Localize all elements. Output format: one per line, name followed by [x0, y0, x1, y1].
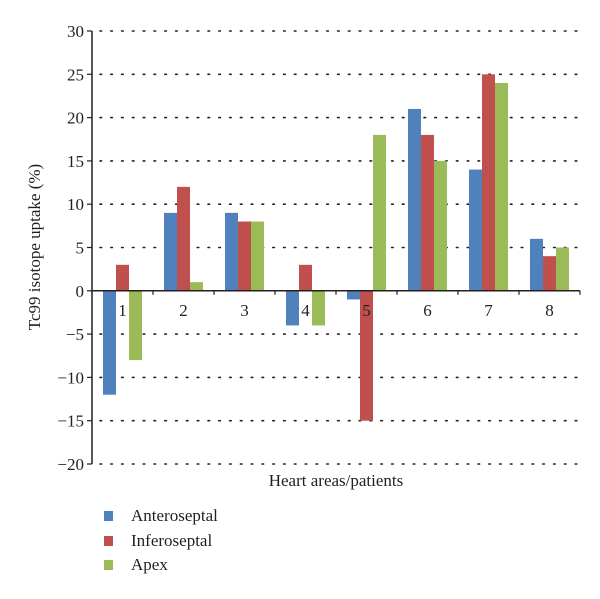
- legend-swatch-inferoseptal: [104, 535, 113, 546]
- y-tick-label: 20: [67, 109, 84, 128]
- legend-item-anteroseptal: Anteroseptal: [104, 504, 218, 529]
- y-tick-label: 10: [67, 195, 84, 214]
- bar-inferoseptal-1: [116, 264, 129, 291]
- x-tick-label: 1: [118, 301, 127, 320]
- x-tick-label: 6: [423, 301, 432, 320]
- x-tick-label: 3: [240, 301, 249, 320]
- y-tick-label: −20: [57, 455, 84, 474]
- y-tick-label: 5: [76, 239, 85, 258]
- y-tick-label: −10: [57, 368, 84, 387]
- x-tick-label: 2: [179, 301, 188, 320]
- bar-apex-3: [251, 221, 264, 291]
- bar-anteroseptal-4: [286, 290, 299, 326]
- y-tick-label: 25: [67, 65, 84, 84]
- x-tick-label: 5: [362, 301, 371, 320]
- legend-label: Apex: [131, 555, 168, 575]
- legend-label: Anteroseptal: [131, 506, 218, 526]
- bar-anteroseptal-3: [225, 212, 238, 291]
- bar-inferoseptal-8: [543, 256, 556, 291]
- bar-inferoseptal-6: [421, 134, 434, 291]
- bar-apex-2: [190, 282, 203, 291]
- x-tick-label: 4: [301, 301, 310, 320]
- y-tick-labels: 30 25 20 15 10 5 0 −5 −10 −15 −20: [57, 22, 84, 474]
- x-tick-label: 7: [484, 301, 493, 320]
- bar-apex-1: [129, 290, 142, 361]
- legend-swatch-apex: [104, 560, 113, 571]
- bar-apex-8: [556, 247, 569, 291]
- bar-inferoseptal-5: [360, 290, 373, 421]
- y-axis-title: Tc99 isotope uptake (%): [25, 164, 44, 330]
- bar-inferoseptal-3: [238, 221, 251, 291]
- legend-item-apex: Apex: [104, 553, 218, 578]
- bar-apex-6: [434, 160, 447, 291]
- legend-item-inferoseptal: Inferoseptal: [104, 529, 218, 554]
- bar-apex-7: [495, 82, 508, 291]
- bar-anteroseptal-5: [347, 290, 360, 300]
- legend-label: Inferoseptal: [131, 530, 213, 550]
- bar-anteroseptal-7: [469, 169, 482, 291]
- bar-inferoseptal-7: [482, 74, 495, 291]
- y-tick-label: 30: [67, 22, 84, 41]
- legend: Anteroseptal Inferoseptal Apex: [104, 504, 218, 578]
- bar-anteroseptal-8: [530, 238, 543, 291]
- y-tick-label: 15: [67, 152, 84, 171]
- bar-anteroseptal-2: [164, 212, 177, 291]
- bar-apex-5: [373, 134, 386, 291]
- y-tick-label: −15: [57, 412, 84, 431]
- x-tick-label: 8: [545, 301, 554, 320]
- bar-inferoseptal-2: [177, 186, 190, 291]
- x-tick-labels: 1 2 3 4 5 6 7 8: [118, 301, 554, 320]
- bars: [103, 74, 569, 421]
- bar-inferoseptal-4: [299, 264, 312, 291]
- y-tick-label: 0: [76, 282, 85, 301]
- legend-swatch-anteroseptal: [104, 511, 113, 522]
- bar-anteroseptal-6: [408, 108, 421, 291]
- y-tick-label: −5: [66, 325, 84, 344]
- bar-anteroseptal-1: [103, 290, 116, 395]
- axes: [87, 30, 581, 465]
- x-axis-title: Heart areas/patients: [269, 471, 404, 490]
- bar-apex-4: [312, 290, 325, 326]
